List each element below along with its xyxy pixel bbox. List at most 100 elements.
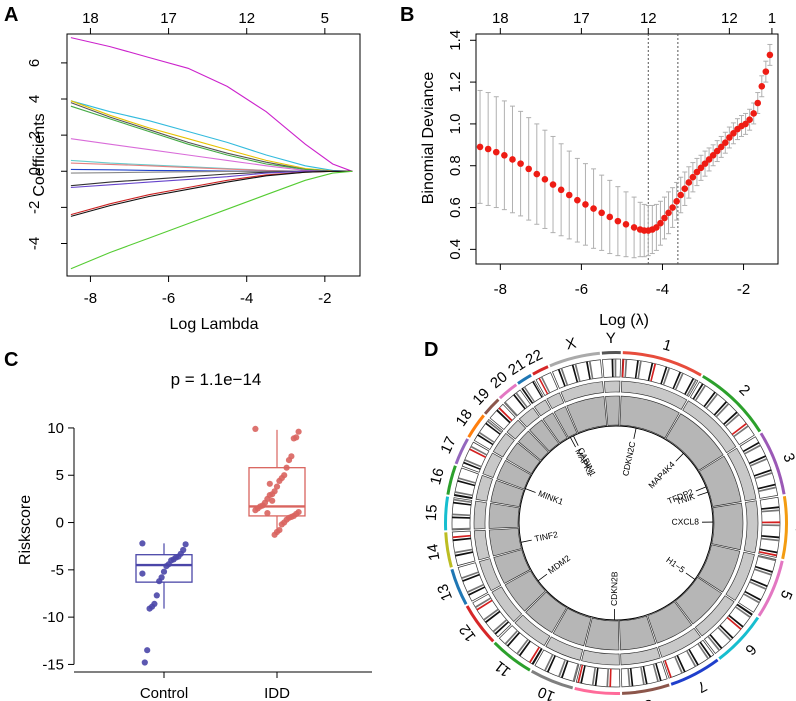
circos-center — [518, 425, 714, 621]
chromosome-color-arc — [454, 438, 469, 465]
ideogram-band — [723, 411, 738, 425]
data-track-inner — [619, 615, 657, 651]
ideogram-ring — [498, 625, 543, 666]
panel-b-deviance-point — [717, 143, 725, 151]
ideogram-band — [686, 650, 697, 667]
data-point — [269, 497, 276, 504]
data-track-inner — [647, 601, 693, 644]
ideogram-band — [637, 360, 642, 379]
chromosome-color-arc — [601, 351, 621, 355]
gene-link-tick — [695, 486, 707, 492]
ideogram-band — [504, 630, 519, 645]
ideogram-band — [572, 663, 579, 682]
data-track-inner — [552, 607, 592, 647]
ideogram-band — [506, 631, 521, 647]
ideogram-band — [742, 441, 760, 453]
panel-a: A -8 -6 -4 -2 6 4 2 0 -2 -4 18 17 12 5 Log Lambda Coe… — [4, 4, 361, 333]
panel-b-deviance-point — [525, 165, 532, 173]
ideogram-band — [532, 381, 543, 398]
panel-b-deviance-point — [517, 160, 524, 167]
gene-label-cdkn2b: CDKN2B — [609, 571, 620, 606]
data-track-inner — [488, 528, 522, 557]
panel-a-top-tick-label: 12 — [238, 10, 255, 27]
chromosome-color-arc — [781, 496, 788, 560]
data-track-inner — [518, 430, 549, 461]
ideogram-band — [454, 491, 473, 497]
gene-link-tick — [525, 488, 536, 493]
panel-b-deviance-point — [762, 68, 770, 75]
ideogram-band — [468, 586, 486, 596]
data-point — [278, 521, 285, 528]
data-track-outer — [581, 649, 620, 666]
ideogram-band — [470, 445, 488, 456]
gene-link-tick — [570, 437, 576, 448]
ideogram-band — [594, 667, 599, 686]
ideogram-band — [560, 660, 569, 679]
data-point — [156, 578, 163, 585]
ideogram-band — [713, 401, 728, 416]
ideogram-band — [462, 573, 480, 582]
panel-b-deviance-point — [713, 147, 721, 155]
panel-b-top-tick-label: 18 — [492, 10, 509, 27]
panel-b-letter: B — [400, 4, 414, 26]
panel-d-circos-plot: 12345678910111213141516171819202122XYCDK… — [423, 330, 796, 701]
data-track-inner — [525, 591, 567, 634]
data-point — [144, 647, 151, 654]
coefficient-path-2 — [70, 100, 353, 172]
data-track-outer — [478, 558, 502, 592]
ideogram-band — [684, 378, 695, 395]
panel-c-y-tick-label: -10 — [42, 609, 64, 626]
panel-b-deviance-point — [549, 181, 557, 188]
chromosome-color-arc — [493, 641, 531, 672]
coefficient-path-0 — [70, 37, 353, 172]
ideogram-band — [731, 422, 747, 436]
chromosome-color-arc — [483, 398, 500, 415]
ideogram-band — [754, 568, 772, 576]
ideogram-band — [627, 668, 631, 687]
data-track-outer — [518, 407, 540, 428]
panel-b-x-tick-label: -6 — [575, 281, 588, 298]
chromosome-label-8: 8 — [643, 695, 654, 701]
panel-b-deviance-point — [653, 224, 660, 231]
chromosome-label-2: 2 — [735, 381, 753, 399]
panel-b-deviance-point — [722, 139, 729, 147]
data-point — [290, 435, 297, 442]
ideogram-band — [453, 501, 472, 506]
data-track-outer — [514, 614, 551, 646]
chromosome-color-arc — [549, 351, 601, 368]
ideogram-band — [452, 534, 471, 539]
panel-b-y-tick-label: 0.4 — [447, 239, 464, 260]
ideogram-band — [761, 524, 780, 527]
coefficient-path-1 — [70, 100, 353, 172]
chromosome-label-20: 20 — [487, 368, 511, 392]
ideogram-band — [516, 638, 529, 655]
box-body — [135, 554, 193, 583]
panel-b-deviance-point — [701, 160, 709, 167]
ideogram-band — [674, 656, 683, 674]
data-track-outer — [546, 392, 565, 410]
ideogram-band — [640, 666, 645, 685]
ideogram-band — [672, 371, 682, 389]
ideogram-band — [546, 655, 556, 673]
ideogram-band — [614, 358, 617, 378]
chromosome-label-4: 4 — [792, 524, 796, 533]
chromosome-color-arc — [530, 669, 574, 690]
ideogram-band — [540, 376, 551, 394]
ideogram-band — [715, 403, 730, 418]
chromosome-color-arc — [444, 496, 450, 531]
panel-b-y-tick-label: 1.2 — [447, 72, 464, 93]
data-track-outer — [620, 380, 688, 410]
ideogram-band — [758, 551, 777, 557]
ideogram-band — [609, 668, 612, 687]
ideogram-band — [642, 666, 648, 685]
panel-b-x-tick-label: -2 — [737, 281, 750, 298]
panel-a-y-tick-label: -4 — [26, 237, 43, 250]
ideogram-band — [455, 551, 474, 557]
panel-b: B -8 -6 -4 -2 0.4 0.6 0.8 1.0 1.2 1.4 18 17 12 12 1 Lo… — [400, 4, 779, 329]
panel-c-letter: C — [4, 349, 18, 371]
data-point — [139, 540, 146, 547]
panel-d-letter: D — [424, 339, 438, 361]
chromosome-label-9: 9 — [591, 698, 601, 701]
data-track-outer — [473, 500, 487, 530]
chromosome-label-Y: Y — [606, 330, 616, 347]
